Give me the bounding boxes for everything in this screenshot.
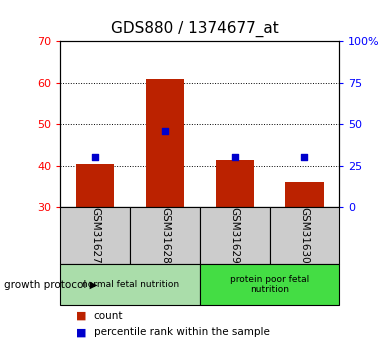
Text: GSM31630: GSM31630 [300, 207, 309, 264]
Text: protein poor fetal
nutrition: protein poor fetal nutrition [230, 275, 309, 294]
Bar [60, 207, 130, 264]
Bar [60, 264, 200, 305]
Text: count: count [94, 311, 123, 321]
Bar [285, 182, 324, 207]
Bar [76, 164, 115, 207]
Bar [130, 207, 200, 264]
Point [162, 128, 168, 134]
Point [92, 155, 98, 160]
Text: GSM31628: GSM31628 [160, 207, 170, 264]
Bar [200, 207, 269, 264]
Point [232, 155, 238, 160]
Text: ■: ■ [76, 327, 87, 337]
Bar [216, 160, 254, 207]
Text: GDS880 / 1374677_at: GDS880 / 1374677_at [111, 21, 279, 37]
Text: GSM31629: GSM31629 [230, 207, 240, 264]
Bar [146, 79, 184, 207]
Text: ■: ■ [76, 311, 87, 321]
Point [301, 155, 308, 160]
Text: growth protocol ▶: growth protocol ▶ [4, 280, 98, 289]
Bar [200, 264, 339, 305]
Text: normal fetal nutrition: normal fetal nutrition [82, 280, 179, 289]
Text: percentile rank within the sample: percentile rank within the sample [94, 327, 269, 337]
Text: GSM31627: GSM31627 [90, 207, 100, 264]
Bar [269, 207, 339, 264]
